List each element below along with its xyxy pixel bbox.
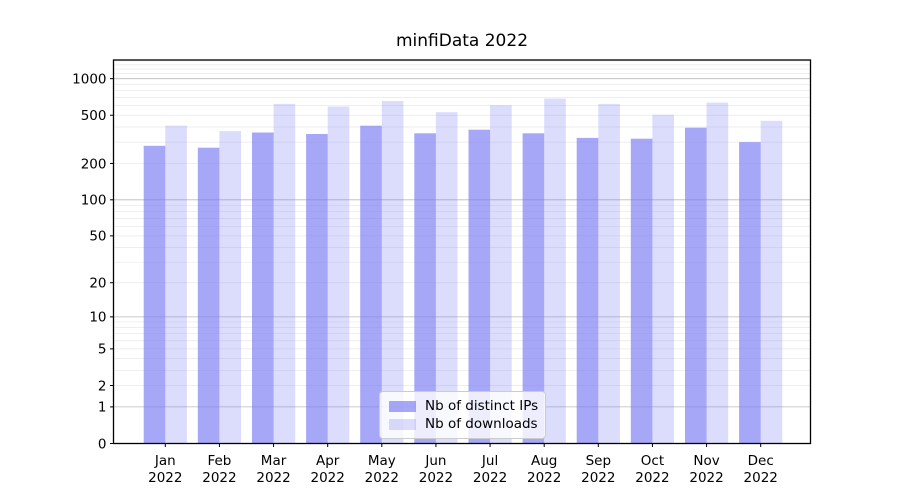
bar-jan-distinct-ips (143, 145, 166, 444)
x-tick-label-year: 2022 (635, 470, 669, 486)
x-tick-label-month: Jul (481, 453, 498, 469)
x-tick-label-year: 2022 (744, 470, 778, 486)
bar-nov-distinct-ips (685, 127, 707, 444)
bar-apr-downloads (327, 106, 350, 444)
bar-jul-downloads (490, 105, 512, 444)
x-tick-label-year: 2022 (689, 470, 723, 486)
x-tick-label-month: Nov (693, 453, 719, 469)
y-tick-label: 5 (98, 342, 107, 358)
bar-mar-downloads (273, 103, 296, 444)
legend-label-distinct-ips: Nb of distinct IPs (425, 398, 539, 414)
y-tick-label: 50 (89, 229, 106, 245)
x-tick-label-year: 2022 (148, 470, 182, 486)
bar-jun-distinct-ips (414, 133, 436, 444)
x-tick-label-month: Dec (748, 453, 774, 469)
bar-aug-downloads (544, 98, 566, 444)
y-tick-label: 20 (89, 276, 106, 292)
legend: Nb of distinct IPs Nb of downloads (379, 391, 546, 439)
x-tick-label-year: 2022 (473, 470, 507, 486)
legend-item-downloads: Nb of downloads (389, 416, 538, 432)
x-tick-label-year: 2022 (527, 470, 561, 486)
chart-title: minfiData 2022 (395, 31, 529, 51)
x-tick-label-month: Aug (531, 453, 557, 469)
x-tick-label-month: Jan (154, 453, 176, 469)
x-tick-label-year: 2022 (419, 470, 453, 486)
legend-item-distinct-ips: Nb of distinct IPs (389, 398, 539, 414)
bar-sep-downloads (598, 103, 620, 444)
bar-dec-distinct-ips (739, 142, 761, 444)
y-tick-label: 200 (81, 156, 107, 172)
bar-apr-distinct-ips (306, 134, 328, 444)
x-tick-label-month: May (368, 453, 396, 469)
y-tick-label: 100 (81, 193, 107, 209)
legend-label-downloads: Nb of downloads (425, 416, 538, 432)
axes-box (112, 59, 812, 445)
bar-sep-distinct-ips (576, 137, 599, 444)
x-tick-label-month: Mar (261, 453, 287, 469)
x-tick-label-year: 2022 (311, 470, 345, 486)
bar-dec-downloads (760, 120, 783, 444)
x-tick-label-year: 2022 (256, 470, 290, 486)
bar-jan-downloads (165, 125, 187, 444)
bar-oct-downloads (652, 114, 674, 444)
x-tick-label-month: Feb (207, 453, 231, 469)
bar-jun-downloads (435, 112, 458, 444)
y-tick-label: 2 (98, 378, 107, 394)
legend-swatch-distinct-ips (389, 400, 416, 412)
bar-may-distinct-ips (360, 125, 382, 444)
y-tick-label: 500 (81, 108, 107, 124)
bar-feb-downloads (219, 131, 241, 444)
y-tick-label: 10 (89, 310, 106, 326)
bar-nov-downloads (706, 102, 729, 444)
x-tick-label-month: Sep (586, 453, 611, 469)
x-tick-label-month: Jun (424, 453, 446, 469)
legend-swatch-downloads (389, 418, 416, 430)
y-tick-label: 1 (98, 400, 107, 416)
x-tick-label-year: 2022 (365, 470, 399, 486)
y-tick-label: 0 (98, 436, 107, 452)
bar-oct-distinct-ips (630, 138, 653, 444)
bar-jul-distinct-ips (468, 129, 491, 444)
x-tick-label-month: Oct (641, 453, 664, 469)
y-tick-label: 1000 (72, 72, 106, 88)
bar-may-downloads (381, 101, 404, 444)
bar-feb-distinct-ips (197, 147, 220, 444)
bar-mar-distinct-ips (252, 132, 274, 444)
bar-aug-distinct-ips (522, 133, 545, 444)
x-tick-label-month: Apr (316, 453, 340, 469)
x-tick-label-year: 2022 (581, 470, 615, 486)
x-tick-label-year: 2022 (202, 470, 236, 486)
